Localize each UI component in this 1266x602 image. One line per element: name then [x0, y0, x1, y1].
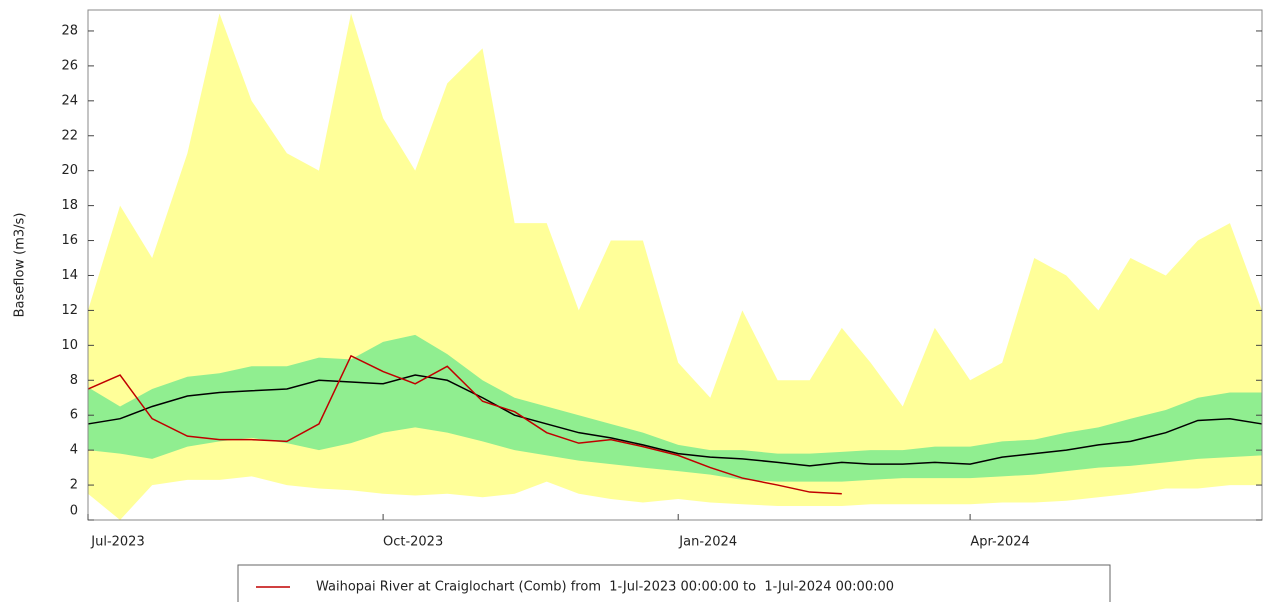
legend-box — [237, 564, 1111, 602]
y-tick-label: 10 — [61, 338, 78, 353]
series-line — [87, 374, 1263, 467]
x-tick-label: Jul-2023 — [90, 535, 144, 550]
y-tick-label: 12 — [61, 303, 78, 318]
legend-label: Waihopai River at Craiglochart (Comb) fr… — [316, 580, 894, 595]
y-tick-label: 14 — [61, 268, 78, 283]
y-axis-label: Baseflow (m3/s) — [13, 213, 28, 318]
y-tick-label: 18 — [61, 198, 78, 213]
y-tick-label: 16 — [61, 233, 78, 248]
plot-frame — [87, 9, 1263, 521]
y-tick-label: 0 — [70, 504, 78, 519]
y-tick-label: 22 — [61, 128, 78, 143]
x-tick-label: Oct-2023 — [383, 535, 443, 550]
y-tick-label: 26 — [61, 58, 78, 73]
legend: Waihopai River at Craiglochart (Comb) fr… — [237, 564, 1111, 602]
y-tick-label: 2 — [70, 478, 78, 493]
x-tick-label: Apr-2024 — [970, 535, 1029, 550]
y-tick-label: 8 — [70, 373, 78, 388]
series-line — [87, 354, 842, 495]
y-tick-label: 6 — [70, 408, 78, 423]
y-tick-label: 20 — [61, 163, 78, 178]
y-tick-label: 28 — [61, 23, 78, 38]
y-tick-label: 24 — [61, 93, 78, 108]
x-tick-label: Jan-2024 — [678, 535, 737, 550]
y-tick-label: 4 — [70, 443, 78, 458]
